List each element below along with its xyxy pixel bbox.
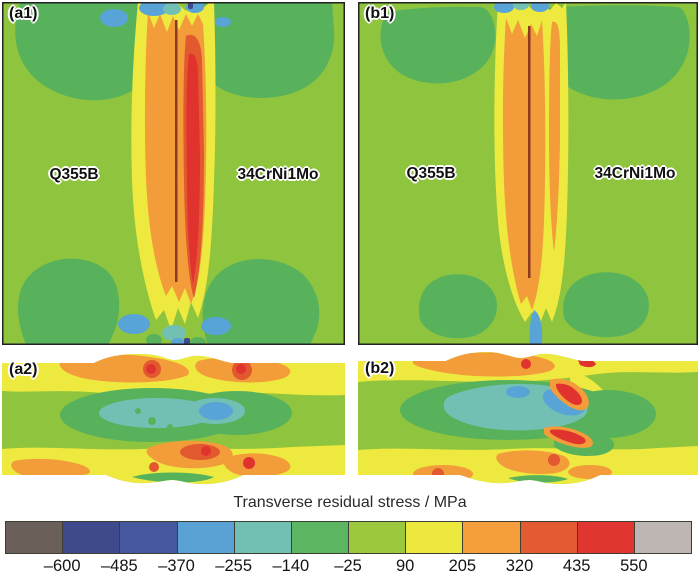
a1-end-pockets xyxy=(100,2,231,345)
a1-weld-band xyxy=(131,2,216,330)
colorbar-segment xyxy=(62,521,121,554)
material-label-34crni1mo: 34CrNi1Mo xyxy=(594,165,676,182)
panel-b1-tag: (b1) xyxy=(365,5,395,22)
colorbar-tick-label: –25 xyxy=(334,557,362,575)
b2-contour-plot xyxy=(358,352,698,484)
b1-end-pockets xyxy=(494,2,549,345)
colorbar-tick-label: –370 xyxy=(158,557,195,575)
colorbar-tick-label: –600 xyxy=(43,557,81,575)
colorbar-segment xyxy=(348,521,407,554)
colorbar-tick-label: –140 xyxy=(272,557,310,575)
colorbar-segment xyxy=(233,521,292,554)
colorbar-tick-label: 320 xyxy=(505,557,534,575)
b1-weld-band xyxy=(494,2,569,326)
colorbar-segment xyxy=(290,521,350,554)
panel-b1: (b1) Q355B 34CrNi1Mo xyxy=(358,2,698,345)
a2-root-green xyxy=(132,472,214,483)
colorbar-segment xyxy=(633,521,693,554)
panel-b2: (b2) xyxy=(358,352,698,485)
colorbar-title: Transverse residual stress / MPa xyxy=(233,494,467,511)
colorbar xyxy=(5,521,693,554)
panel-a1: (a1) Q355B 34CrNi1Mo xyxy=(2,2,345,345)
colorbar-segment xyxy=(519,521,578,554)
colorbar-segment xyxy=(176,521,235,554)
colorbar-ticks: –600 –485 –370 –255 –140 –25 90 205 320 435 550 xyxy=(5,557,691,579)
colorbar-tick-label: –255 xyxy=(215,557,253,575)
panel-a2-tag: (a2) xyxy=(9,361,38,378)
panel-b2-tag: (b2) xyxy=(365,360,395,377)
material-label-q355b: Q355B xyxy=(406,165,456,182)
a2-contour-plot xyxy=(2,354,345,484)
colorbar-tick-label: 205 xyxy=(448,557,477,575)
colorbar-tick-label: 435 xyxy=(562,557,591,575)
colorbar-segment xyxy=(5,521,64,554)
a1-contour-plot xyxy=(2,2,345,345)
material-label-q355b: Q355B xyxy=(49,166,99,183)
colorbar-tick-label: 550 xyxy=(620,557,648,575)
colorbar-tick-label: 90 xyxy=(395,557,415,575)
a2-compressive-core xyxy=(60,388,292,442)
material-label-34crni1mo: 34CrNi1Mo xyxy=(237,166,319,183)
colorbar-segment xyxy=(462,521,521,554)
colorbar-segment xyxy=(576,521,635,554)
panel-a2: (a2) xyxy=(2,353,345,485)
colorbar-segment xyxy=(405,521,464,554)
colorbar-tick-label: –485 xyxy=(100,557,138,575)
colorbar-segment xyxy=(119,521,178,554)
panel-a1-tag: (a1) xyxy=(9,5,38,22)
b1-contour-plot xyxy=(358,2,698,345)
b1-compressive-lobes xyxy=(380,5,690,339)
